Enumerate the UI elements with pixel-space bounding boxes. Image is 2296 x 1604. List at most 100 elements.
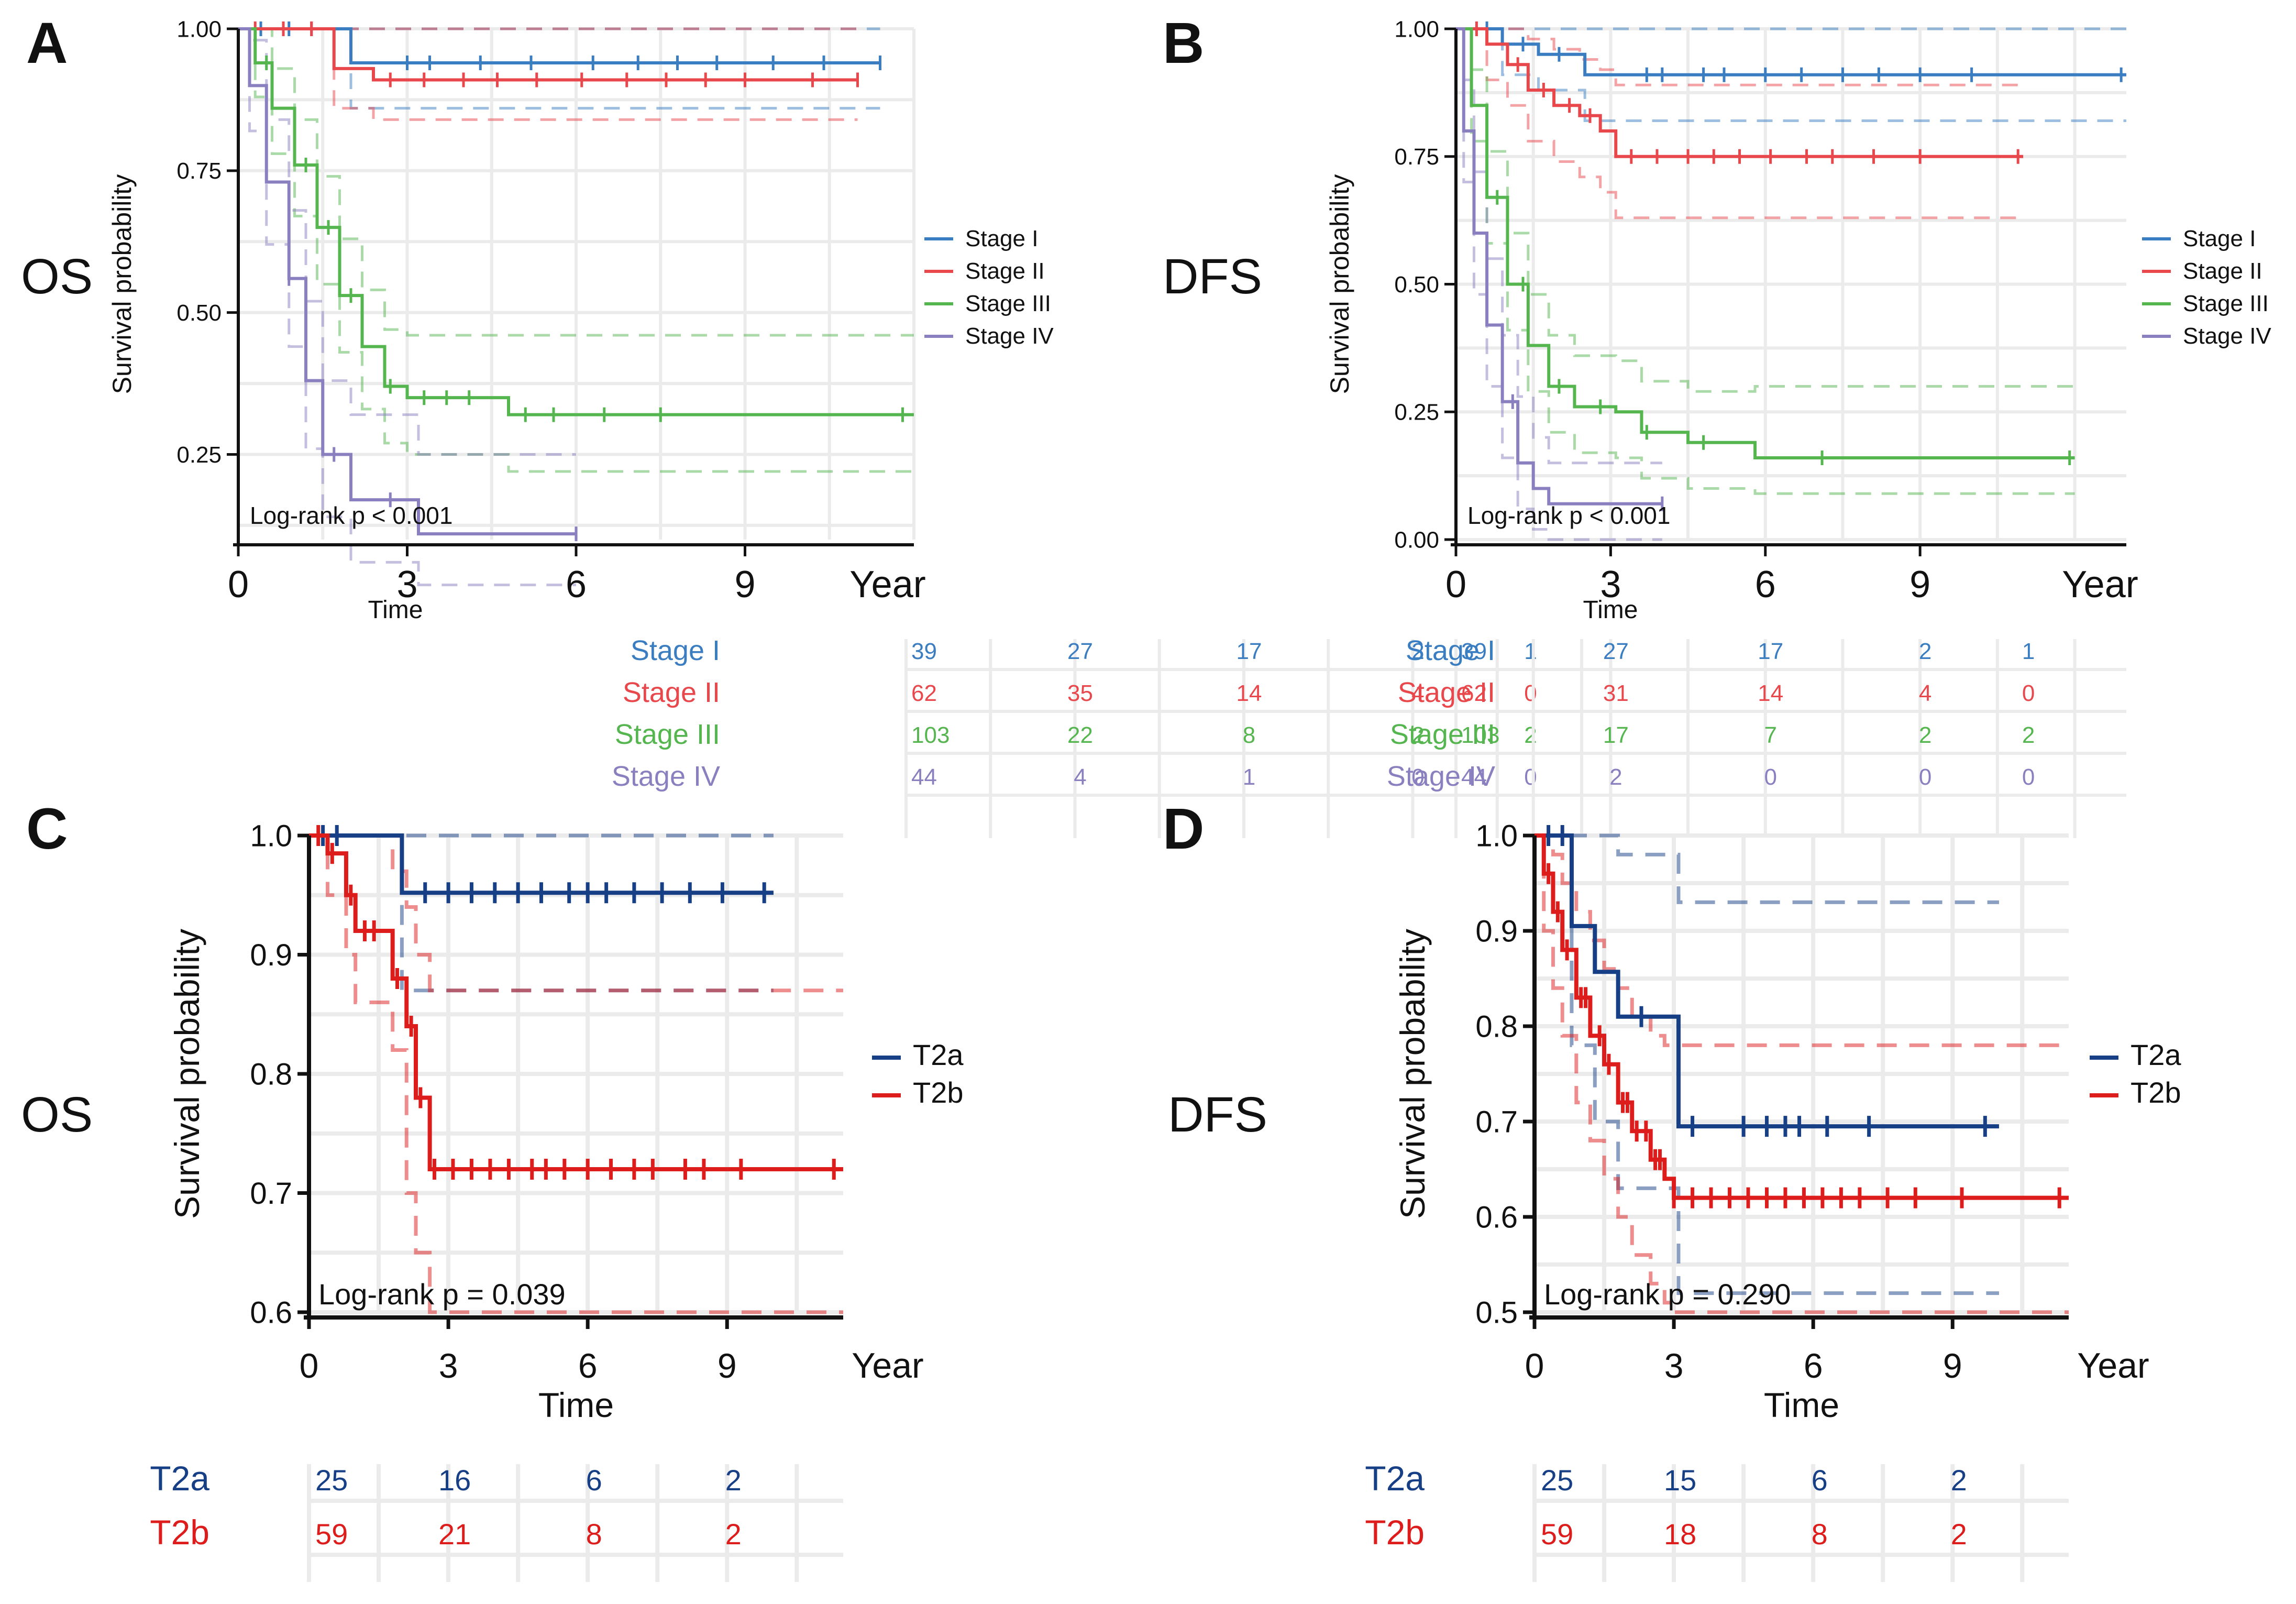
- risk-count: 0: [1919, 764, 1931, 790]
- risk-count: 2: [1411, 639, 1424, 664]
- risk-count: 14: [1758, 680, 1783, 706]
- risk-row-label: Stage IV: [612, 761, 720, 792]
- y-tick-label: 1.0: [250, 819, 292, 853]
- y-tick-label: 0.8: [1475, 1009, 1518, 1043]
- risk-count: 21: [438, 1518, 471, 1551]
- risk-count: 0: [1524, 764, 1537, 790]
- legend-label-stage-i: Stage I: [2183, 226, 2256, 251]
- risk-count: 0: [2022, 680, 2035, 706]
- legend-label-t2b: T2b: [2131, 1076, 2181, 1109]
- ci-upper-t2b: [1535, 833, 2069, 1047]
- legend-label-t2a: T2a: [913, 1038, 964, 1071]
- side-label: OS: [21, 249, 93, 304]
- risk-count: 8: [586, 1518, 602, 1551]
- x-axis-title: Time: [538, 1386, 614, 1424]
- risk-row-label: Stage I: [1406, 635, 1495, 666]
- risk-row-label: Stage IV: [1387, 761, 1495, 792]
- ci-lower-t2b: [309, 833, 843, 1314]
- y-axis-title: Survival probability: [1325, 174, 1354, 394]
- risk-count: 6: [586, 1464, 602, 1497]
- risk-count: 4: [1411, 680, 1424, 706]
- series-line-stage-iv: [238, 27, 576, 536]
- risk-count: 2: [1411, 722, 1424, 748]
- risk-count: 27: [1603, 639, 1629, 664]
- risk-count: 14: [1237, 680, 1262, 706]
- x-tick-label: 0: [228, 564, 249, 606]
- series-line-stage-iii: [1456, 27, 2075, 459]
- risk-count: 44: [1461, 764, 1487, 790]
- x-tick-label: 9: [1943, 1346, 1962, 1385]
- x-tick-label: 6: [1804, 1346, 1823, 1385]
- risk-count: 18: [1664, 1518, 1696, 1551]
- risk-row-label: T2b: [150, 1513, 209, 1552]
- panel-letter: D: [1163, 797, 1204, 861]
- ci-lower-stage-iv: [1456, 27, 1662, 541]
- risk-count: 35: [1067, 680, 1093, 706]
- side-label: DFS: [1168, 1087, 1267, 1142]
- series-line-stage-ii: [1456, 27, 2024, 158]
- risk-count: 15: [1664, 1464, 1696, 1497]
- risk-count: 2: [1951, 1464, 1967, 1497]
- ci-upper-stage-ii: [1456, 27, 2024, 86]
- legend-label-stage-ii: Stage II: [965, 258, 1045, 284]
- logrank-annotation: Log-rank p = 0.039: [318, 1278, 566, 1311]
- ci-upper-stage-iv: [238, 27, 576, 456]
- x-tick-label: 6: [578, 1346, 598, 1385]
- panel-c: C OS 0.6 0.7 0.8 0.9 1.0 0 3 6 9 Year Time Survival p…: [21, 797, 964, 1582]
- risk-count: 2: [1919, 722, 1931, 748]
- x-tick-label: 9: [734, 564, 755, 606]
- y-tick-label: 0.7: [1475, 1105, 1518, 1139]
- y-tick-label: 0.75: [176, 158, 222, 184]
- x-tick-label: 0: [1445, 564, 1466, 606]
- logrank-annotation: Log-rank p = 0.290: [1544, 1278, 1791, 1311]
- y-tick-label: 1.00: [176, 16, 222, 42]
- risk-count: 17: [1758, 639, 1783, 664]
- risk-count: 39: [911, 639, 937, 664]
- y-tick-label: 0.75: [1394, 144, 1439, 170]
- risk-count: 2: [2022, 722, 2035, 748]
- panel-b: B DFS 0.00 0.25 0.50 0.75 1.00 0 3 6 9 Year Time Surv…: [1163, 11, 2271, 838]
- legend-label-stage-iii: Stage III: [965, 291, 1051, 316]
- risk-count: 2: [725, 1464, 742, 1497]
- ci-lower-t2a: [1535, 833, 1999, 1295]
- risk-count: 0: [1411, 764, 1424, 790]
- risk-count: 0: [2022, 764, 2035, 790]
- risk-count: 1: [2022, 639, 2035, 664]
- ci-lower-stage-ii: [1456, 27, 2024, 219]
- legend-label-stage-iii: Stage III: [2183, 291, 2269, 316]
- risk-row-label: T2a: [1365, 1459, 1425, 1498]
- x-tick-label: 9: [1909, 564, 1930, 606]
- x-axis-title: Time: [1764, 1386, 1839, 1424]
- y-tick-label: 0.50: [1394, 272, 1439, 298]
- panel-a: A OS 0.25 0.50 0.75 1.00 0 3 6 9 Year Time Survival …: [21, 11, 1583, 838]
- y-tick-label: 0.6: [1475, 1200, 1518, 1234]
- ci-upper-stage-iv: [1456, 27, 1662, 465]
- risk-count: 2: [1951, 1518, 1967, 1551]
- legend-label-stage-ii: Stage II: [2183, 258, 2262, 284]
- y-tick-label: 0.9: [250, 938, 292, 972]
- x-axis-title: Time: [368, 596, 423, 624]
- x-tick-label: 6: [1755, 564, 1776, 606]
- legend-label-t2a: T2a: [2131, 1038, 2181, 1071]
- x-tick-label: 3: [1600, 564, 1621, 606]
- x-tick-label: 0: [300, 1346, 319, 1385]
- y-tick-label: 0.7: [250, 1177, 292, 1211]
- series-line-stage-ii: [238, 27, 858, 82]
- risk-count: 2: [1609, 764, 1622, 790]
- risk-count: 27: [1067, 639, 1093, 664]
- risk-count: 62: [911, 680, 937, 706]
- x-tick-label: 3: [1664, 1346, 1684, 1385]
- y-tick-label: 0.50: [176, 300, 222, 326]
- x-unit-label: Year: [852, 1346, 923, 1386]
- x-unit-label: Year: [849, 564, 925, 606]
- risk-count: 6: [1812, 1464, 1828, 1497]
- risk-count: 4: [1074, 764, 1086, 790]
- risk-count: 4: [1919, 680, 1931, 706]
- ci-lower-t2b: [1535, 833, 2069, 1314]
- series-line-t2b: [309, 833, 843, 1171]
- series-line-stage-iii: [238, 27, 914, 416]
- logrank-annotation: Log-rank p < 0.001: [1467, 502, 1670, 529]
- risk-count: 25: [315, 1464, 348, 1497]
